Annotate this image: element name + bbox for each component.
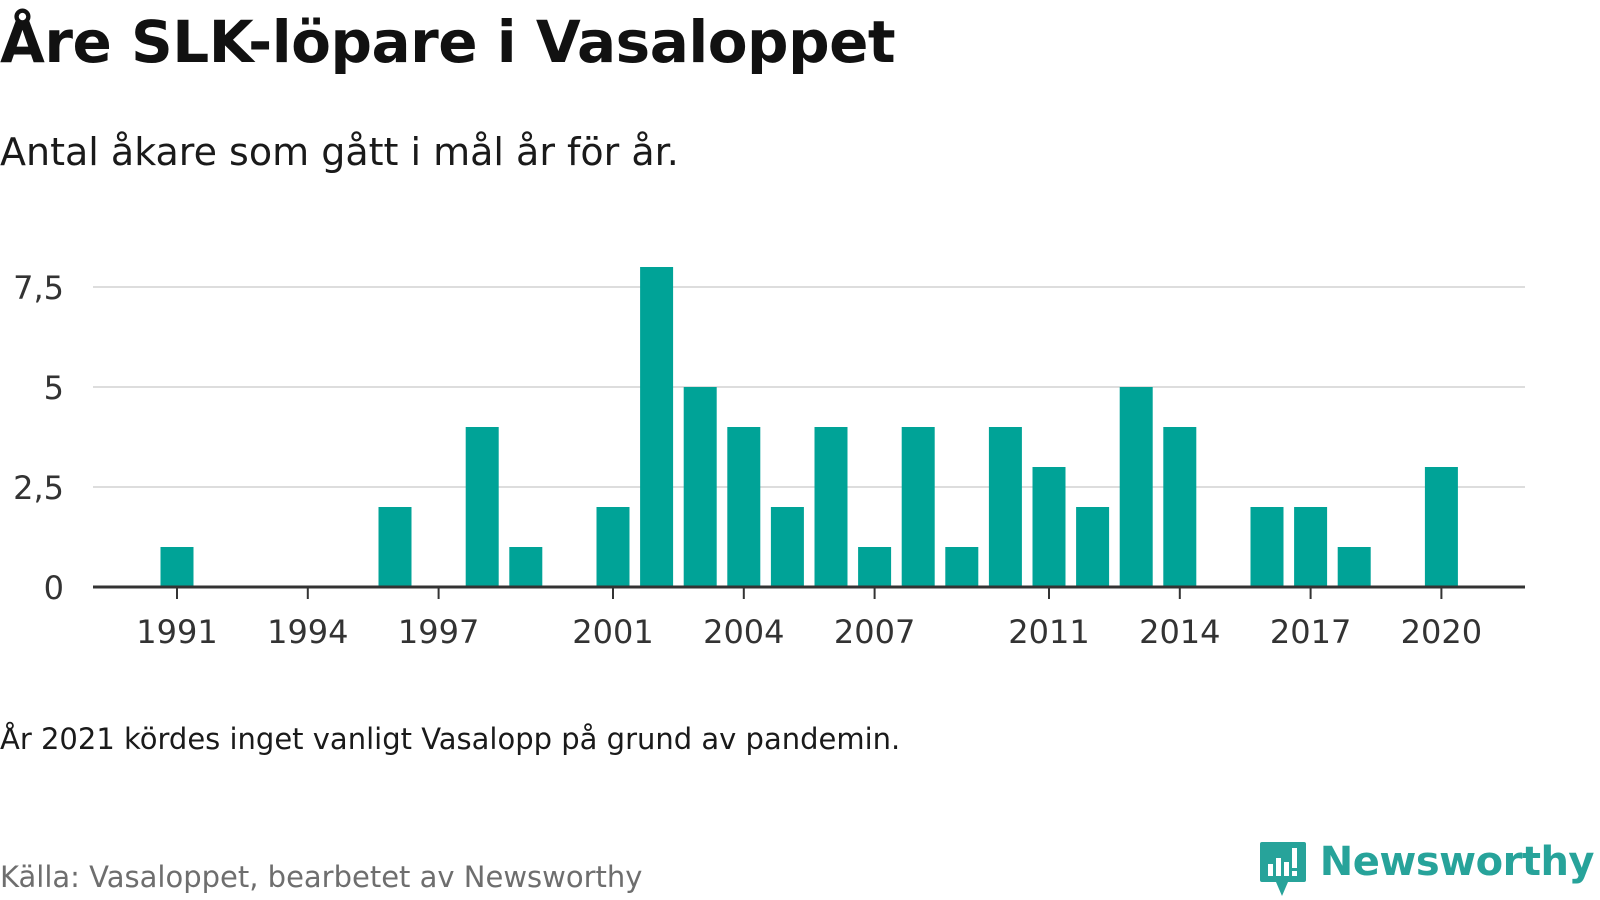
bar [683, 387, 717, 587]
x-tick-label: 2007 [834, 613, 915, 651]
y-tick-label: 5 [44, 369, 64, 407]
x-tick-label: 2020 [1401, 613, 1482, 651]
bar [1163, 427, 1197, 587]
x-tick-label: 2001 [572, 613, 653, 651]
x-tick-label: 1997 [398, 613, 479, 651]
bar [945, 547, 979, 587]
bar [1294, 507, 1328, 587]
bar [596, 507, 630, 587]
brand-name: Newsworthy [1319, 839, 1595, 885]
newsworthy-logo-icon [1259, 842, 1306, 896]
bar [988, 427, 1022, 587]
y-tick-label: 0 [44, 569, 64, 607]
brand-logo: Newsworthy [1258, 839, 1595, 898]
bar [1424, 467, 1458, 587]
bar [1032, 467, 1066, 587]
bar [901, 427, 935, 587]
x-tick-label: 1994 [267, 613, 348, 651]
x-tick-label: 2017 [1270, 613, 1351, 651]
bar [1119, 387, 1153, 587]
source-credit: Källa: Vasaloppet, bearbetet av Newswort… [0, 860, 643, 894]
bar [727, 427, 761, 587]
bar [1337, 547, 1371, 587]
y-tick-label: 7,5 [13, 269, 64, 307]
bar [378, 507, 412, 587]
bar [858, 547, 892, 587]
bar [465, 427, 499, 587]
bar [814, 427, 848, 587]
chart-subtitle: Antal åkare som gått i mål år för år. [0, 130, 679, 174]
bar [1076, 507, 1110, 587]
bar [770, 507, 804, 587]
bar-chart: 0 2,5 5 7,5 1991 1994 1997 2001 2004 2007 2011 2014… [13, 267, 1525, 651]
y-tick-label: 2,5 [13, 469, 64, 507]
x-tick-label: 1991 [136, 613, 217, 651]
chart-note: År 2021 kördes inget vanligt Vasalopp på… [0, 722, 901, 756]
x-tick-label: 2011 [1008, 613, 1089, 651]
bar [1250, 507, 1284, 587]
bar [160, 547, 194, 587]
x-tick-label: 2004 [703, 613, 784, 651]
x-tick-label: 2014 [1139, 613, 1220, 651]
bar [509, 547, 543, 587]
bar [640, 267, 674, 587]
chart-title: Åre SLK-löpare i Vasaloppet [0, 8, 896, 76]
